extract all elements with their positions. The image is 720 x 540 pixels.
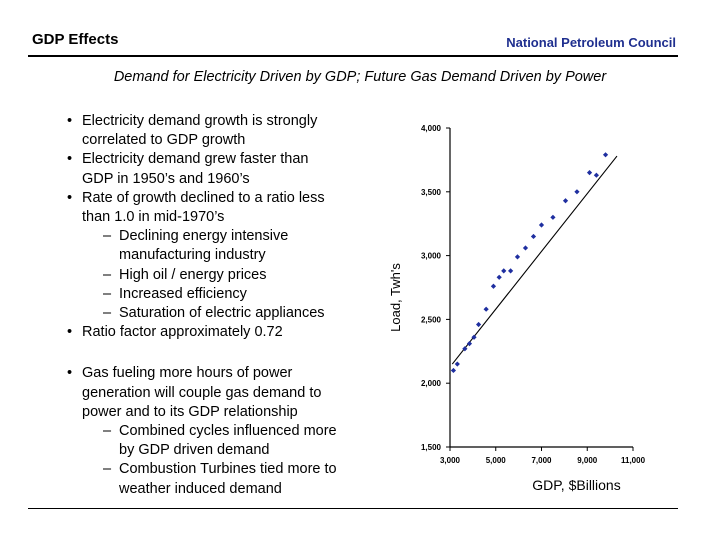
data-point (523, 245, 528, 250)
x-tick-label: 3,000 (440, 456, 461, 465)
x-tick-label: 7,000 (531, 456, 552, 465)
y-tick-label: 2,500 (421, 315, 442, 324)
data-point (563, 198, 568, 203)
data-point (508, 268, 513, 273)
bullet-gap (65, 342, 365, 364)
trend-line (452, 156, 617, 364)
sub-bullet-item: by GDP driven demand (65, 441, 365, 460)
bullet-list-gas: Gas fueling more hours of powergeneratio… (65, 364, 365, 498)
y-tick-label: 2,000 (421, 379, 442, 388)
bullet-text-area: Electricity demand growth is stronglycor… (65, 112, 365, 499)
data-point (531, 234, 536, 239)
sub-bullet-item: Declining energy intensive (65, 227, 365, 246)
data-point (594, 173, 599, 178)
x-tick-label: 9,000 (577, 456, 598, 465)
sub-bullet-item: Increased efficiency (65, 285, 365, 304)
header-rule (28, 55, 678, 57)
y-tick-label: 3,000 (421, 252, 442, 261)
bullet-item: Rate of growth declined to a ratio less (65, 189, 365, 208)
bullet-item: Electricity demand grew faster than (65, 150, 365, 169)
sub-bullet-item: weather induced demand (65, 480, 365, 499)
sub-bullet-item: Saturation of electric appliances (65, 304, 365, 323)
data-point (539, 222, 544, 227)
data-point (501, 268, 506, 273)
x-tick-label: 11,000 (621, 456, 646, 465)
bullet-item: correlated to GDP growth (65, 131, 365, 150)
bullet-item: than 1.0 in mid-1970’s (65, 208, 365, 227)
organization-name: National Petroleum Council (506, 35, 676, 50)
data-point (491, 284, 496, 289)
y-axis-label: Load, Twh's (388, 263, 403, 332)
x-axis-label: GDP, $Billions (532, 477, 620, 493)
y-tick-label: 4,000 (421, 124, 442, 133)
data-point (497, 275, 502, 280)
data-point (603, 152, 608, 157)
footer-rule (28, 508, 678, 509)
bullet-item: generation will couple gas demand to (65, 384, 365, 403)
bullet-item: Electricity demand growth is strongly (65, 112, 365, 131)
y-tick-label: 3,500 (421, 188, 442, 197)
data-point (455, 361, 460, 366)
data-point (484, 307, 489, 312)
bullet-item: Ratio factor approximately 0.72 (65, 323, 365, 342)
bullet-list-electricity: Electricity demand growth is stronglycor… (65, 112, 365, 342)
data-point (476, 322, 481, 327)
bullet-item: GDP in 1950’s and 1960’s (65, 170, 365, 189)
gdp-load-scatter-chart: 1,500 2,000 2,500 3,000 3,500 4,000 3,000 5,000… (380, 110, 660, 502)
data-point (574, 189, 579, 194)
bullet-item: power and to its GDP relationship (65, 403, 365, 422)
bullet-item: Gas fueling more hours of power (65, 364, 365, 383)
data-point (587, 170, 592, 175)
y-tick-label: 1,500 (421, 443, 442, 452)
slide-subtitle: Demand for Electricity Driven by GDP; Fu… (0, 69, 720, 85)
sub-bullet-item: Combined cycles influenced more (65, 422, 365, 441)
sub-bullet-item: Combustion Turbines tied more to (65, 460, 365, 479)
header-title: GDP Effects (32, 31, 118, 48)
sub-bullet-item: manufacturing industry (65, 246, 365, 265)
data-point (550, 215, 555, 220)
sub-bullet-item: High oil / energy prices (65, 266, 365, 285)
data-point (515, 254, 520, 259)
x-tick-label: 5,000 (486, 456, 507, 465)
data-point (451, 368, 456, 373)
